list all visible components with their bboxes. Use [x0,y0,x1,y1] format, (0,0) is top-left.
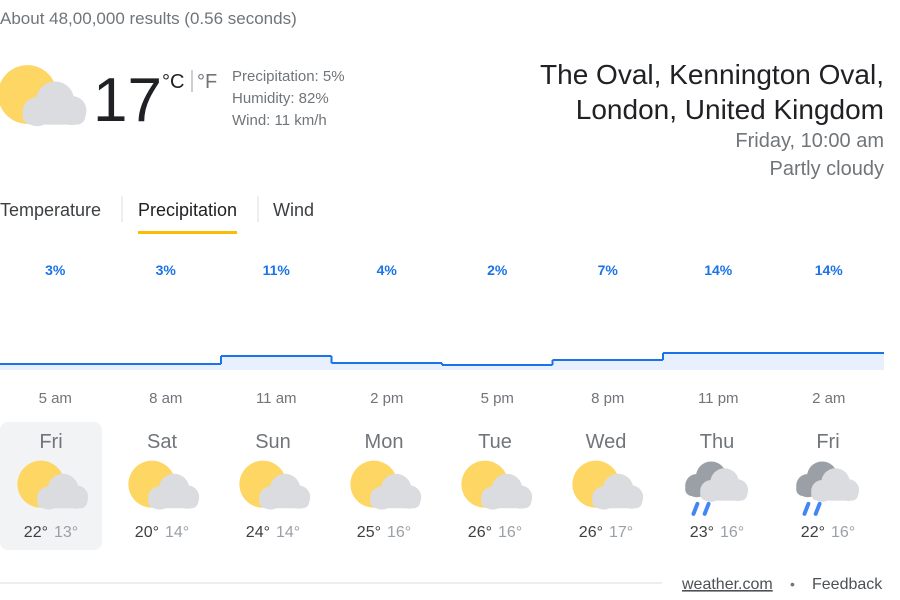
detail: Humidity: 82% [232,90,329,107]
day-low: 16° [387,524,411,541]
partly-cloudy-icon [17,460,89,510]
day-low: 16° [831,524,855,541]
value-label: 4% [377,262,398,278]
value-label: 3% [156,262,177,278]
value-label: 14% [815,262,844,278]
value-label: 7% [598,262,619,278]
day-name[interactable]: Tue [478,431,512,453]
partly-cloudy-icon [128,460,200,510]
feedback-link[interactable]: Feedback [812,576,883,593]
precip-area [552,360,663,370]
day-high: 20° [135,524,159,541]
day-name[interactable]: Thu [700,431,734,453]
day-low: 14° [276,524,300,541]
precip-area [773,353,884,370]
rain-drop [802,501,811,516]
day-high: 26° [579,524,603,541]
unit-fahrenheit[interactable]: °F [197,71,217,93]
day-high: 26° [468,524,492,541]
source-link[interactable]: weather.com [681,576,773,593]
time-label: 5 am [39,390,72,407]
day-low: 13° [54,524,78,541]
location: The Oval, Kennington Oval, [540,59,884,90]
time-label: 5 pm [481,390,514,407]
cloud-part [148,494,199,509]
day-high: 22° [24,524,48,541]
results-stats: About 48,00,000 results (0.56 seconds) [0,9,297,28]
detail: Wind: 11 km/h [232,112,327,129]
tab[interactable]: Precipitation [138,200,237,220]
day-high: 25° [357,524,381,541]
condition: Partly cloudy [770,158,885,180]
precip-area [663,353,774,370]
precip-area [0,364,111,370]
precip-area [110,364,221,370]
time-label: 8 am [149,390,182,407]
partly-cloudy-icon [0,65,87,127]
day-high: 23° [690,524,714,541]
cloud-part [259,494,310,509]
day-low: 14° [165,524,189,541]
cloud-part [370,494,421,509]
cloud-part [37,494,88,509]
rain-icon [685,461,749,516]
partly-cloudy-icon [350,460,422,510]
day-high: 22° [801,524,825,541]
day-name[interactable]: Sun [255,431,291,453]
day-low: 16° [498,524,522,541]
current-temperature: 17 [93,66,162,135]
detail: Precipitation: 5% [232,68,345,85]
time-label: 11 am [256,390,297,407]
day-low: 16° [720,524,744,541]
partly-cloudy-icon [461,460,533,510]
day-high: 24° [246,524,270,541]
cloud-part [700,487,748,501]
precip-area [221,356,332,370]
precip-area [331,363,442,370]
time-label: 2 am [812,390,845,407]
partly-cloudy-icon [572,460,644,510]
value-label: 14% [704,262,733,278]
separator: • [790,576,795,592]
location: London, United Kingdom [576,94,884,125]
value-label: 11% [263,262,291,278]
time: Friday, 10:00 am [735,130,884,152]
time-label: 11 pm [698,390,739,407]
tab[interactable]: Wind [273,200,314,220]
day-name[interactable]: Fri [816,431,839,453]
day-low: 17° [609,524,633,541]
day-name[interactable]: Sat [147,431,177,453]
value-label: 3% [45,262,66,278]
rain-icon [796,461,860,516]
day-name[interactable]: Mon [365,431,404,453]
partly-cloudy-icon [239,460,311,510]
rain-drop [813,501,822,516]
cloud-part [481,494,532,509]
tab[interactable]: Temperature [0,200,101,220]
time-label: 8 pm [591,390,624,407]
day-name[interactable]: Fri [39,431,62,453]
rain-drop [702,501,711,516]
rain-drop [691,501,700,516]
tab-underline [138,231,238,234]
cloud-part [811,487,859,501]
unit-celsius[interactable]: °C [162,71,184,93]
precip-area [442,365,553,370]
value-label: 2% [487,262,508,278]
time-label: 2 pm [370,390,403,407]
day-name[interactable]: Wed [586,431,627,453]
cloud-part [22,107,86,125]
cloud-part [592,494,643,509]
